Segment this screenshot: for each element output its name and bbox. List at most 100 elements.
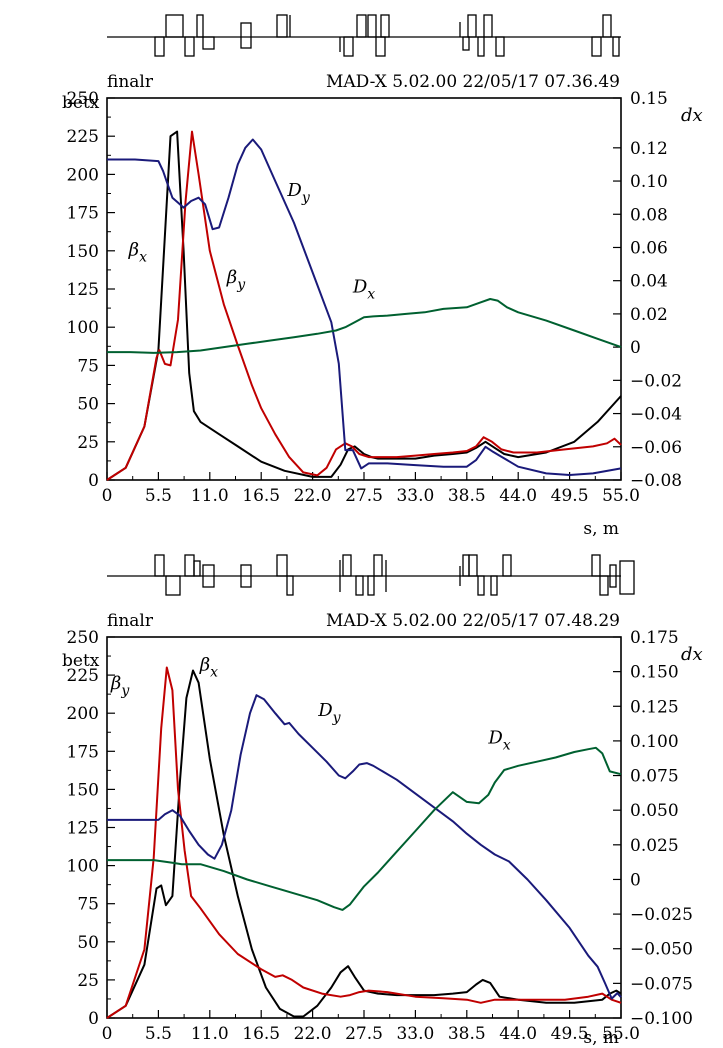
- y-right-tick-label: 0.08: [630, 205, 668, 225]
- series-line-dy: [107, 694, 622, 1000]
- y-right-tick-label: 0.050: [630, 801, 679, 821]
- annotation-label: Dy: [317, 700, 341, 726]
- y-right-tick-label: 0.125: [630, 697, 679, 717]
- x-tick-label: 38.5: [448, 486, 486, 506]
- y-right-label: dx: [681, 105, 703, 126]
- header-file: finalr: [107, 611, 154, 631]
- y-left-tick-label: 25: [77, 433, 99, 453]
- annotation-label: Dx: [487, 728, 510, 754]
- y-right-tick-label: 0.075: [630, 767, 679, 787]
- series-line-beta-x: [106, 130, 622, 481]
- x-tick-label: 5.5: [145, 486, 172, 506]
- y-left-tick-label: 250: [67, 89, 99, 109]
- x-tick-label: 55.0: [602, 1024, 640, 1044]
- x-axis-label: s, m: [583, 1028, 619, 1048]
- panel-2: finalr MAD-X 5.02.00 22/05/17 07.48.29 b…: [62, 554, 703, 1048]
- y-left-tick-label: 100: [67, 318, 99, 338]
- y-left-tick-label: 50: [77, 395, 99, 415]
- axis-ticks: 0 5.5 11.0 16.5 22.0 27.5 33.0 38.5 44.0 49.5 55.0…: [67, 89, 683, 506]
- y-left-tick-label: 150: [67, 780, 99, 800]
- series-line-dy: [107, 138, 622, 476]
- y-left-tick-label: 200: [67, 704, 99, 724]
- x-tick-label: 16.5: [242, 1024, 280, 1044]
- y-right-tick-label: −0.02: [630, 371, 682, 391]
- annotation-label: Dy: [286, 180, 310, 206]
- y-right-tick-label: 0.15: [630, 89, 668, 109]
- y-right-tick-label: 0.025: [630, 836, 679, 856]
- annotation-label: Dx: [352, 276, 375, 302]
- y-left-tick-label: 225: [67, 666, 99, 686]
- y-right-tick-label: −0.050: [630, 940, 693, 960]
- y-right-tick-label: 0: [630, 338, 641, 358]
- header-file: finalr: [107, 72, 154, 92]
- y-left-tick-label: 50: [77, 933, 99, 953]
- y-right-tick-label: 0.12: [630, 139, 668, 159]
- x-tick-label: 33.0: [396, 1024, 434, 1044]
- y-left-tick-label: 0: [88, 471, 99, 491]
- y-left-label: betx: [62, 93, 100, 113]
- y-right-tick-label: 0.10: [630, 172, 668, 192]
- y-left-tick-label: 100: [67, 857, 99, 877]
- series-annotations: βy βx Dy Dx: [110, 655, 511, 754]
- y-right-tick-label: −0.04: [630, 405, 682, 425]
- annotation-label: βx: [128, 239, 147, 265]
- y-left-label: betx: [62, 651, 100, 671]
- header-program: MAD-X 5.02.00 22/05/17 07.36.49: [326, 72, 620, 92]
- x-tick-label: 33.0: [396, 486, 434, 506]
- y-right-tick-label: 0.04: [630, 272, 668, 292]
- y-left-tick-label: 75: [77, 356, 99, 376]
- y-left-tick-label: 225: [67, 127, 99, 147]
- x-tick-label: 16.5: [242, 486, 280, 506]
- y-right-tick-label: −0.06: [630, 438, 682, 458]
- series-annotations: βx βy Dy Dx: [128, 180, 376, 302]
- x-tick-label: 44.0: [499, 486, 537, 506]
- x-tick-label: 49.5: [551, 1024, 589, 1044]
- annotation-label: βy: [226, 267, 246, 293]
- y-right-tick-label: 0.175: [630, 628, 679, 648]
- annotation-label: βx: [199, 655, 218, 681]
- y-left-tick-label: 75: [77, 895, 99, 915]
- x-tick-label: 27.5: [345, 1024, 383, 1044]
- y-left-tick-label: 175: [67, 204, 99, 224]
- series-lines: [106, 130, 622, 481]
- panel-1: finalr MAD-X 5.02.00 22/05/17 07.36.49 b…: [62, 14, 703, 539]
- axis-ticks: 0 5.5 11.0 16.5 22.0 27.5 33.0 38.5 44.0 49.5 55.0…: [67, 628, 693, 1044]
- y-left-tick-label: 125: [67, 819, 99, 839]
- x-tick-label: 27.5: [345, 486, 383, 506]
- y-right-tick-label: −0.025: [630, 905, 693, 925]
- x-tick-label: 44.0: [499, 1024, 537, 1044]
- x-tick-label: 0: [102, 486, 113, 506]
- y-right-tick-label: 0: [630, 870, 641, 890]
- lattice-layout-2: [107, 554, 635, 596]
- x-tick-label: 0: [102, 1024, 113, 1044]
- series-line-dx: [107, 746, 622, 911]
- header-program: MAD-X 5.02.00 22/05/17 07.48.29: [326, 611, 620, 631]
- y-right-tick-label: 0.100: [630, 732, 679, 752]
- x-tick-label: 22.0: [294, 486, 332, 506]
- x-tick-label: 11.0: [191, 1024, 229, 1044]
- series-line-beta-y: [106, 130, 622, 481]
- y-left-tick-label: 200: [67, 165, 99, 185]
- series-line-dx: [107, 298, 622, 354]
- y-right-tick-label: −0.100: [630, 1009, 693, 1029]
- lattice-layout-1: [107, 14, 621, 57]
- series-lines: [106, 666, 622, 1019]
- x-tick-label: 49.5: [551, 486, 589, 506]
- annotation-label: βy: [110, 673, 130, 699]
- x-axis-label: s, m: [583, 519, 619, 539]
- y-right-label: dx: [681, 644, 703, 665]
- y-left-tick-label: 250: [67, 628, 99, 648]
- y-right-tick-label: −0.08: [630, 471, 682, 491]
- y-left-tick-label: 150: [67, 242, 99, 262]
- y-right-tick-label: 0.150: [630, 663, 679, 683]
- x-tick-label: 5.5: [145, 1024, 172, 1044]
- x-tick-label: 55.0: [602, 486, 640, 506]
- plot-frame: [106, 636, 622, 1019]
- x-tick-label: 38.5: [448, 1024, 486, 1044]
- y-left-tick-label: 175: [67, 742, 99, 762]
- y-right-tick-label: 0.02: [630, 305, 668, 325]
- y-left-tick-label: 25: [77, 971, 99, 991]
- x-tick-label: 11.0: [191, 486, 229, 506]
